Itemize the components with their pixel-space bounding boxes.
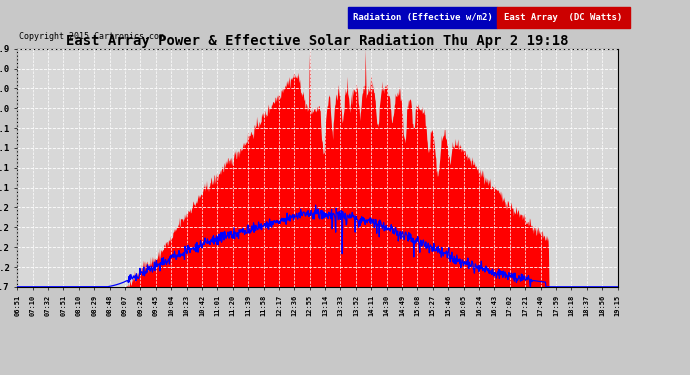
Title: East Array Power & Effective Solar Radiation Thu Apr 2 19:18: East Array Power & Effective Solar Radia… bbox=[66, 33, 569, 48]
Text: Radiation (Effective w/m2): Radiation (Effective w/m2) bbox=[353, 13, 493, 22]
Text: Copyright 2015 Cartronics.com: Copyright 2015 Cartronics.com bbox=[19, 32, 164, 41]
Text: East Array  (DC Watts): East Array (DC Watts) bbox=[504, 13, 622, 22]
